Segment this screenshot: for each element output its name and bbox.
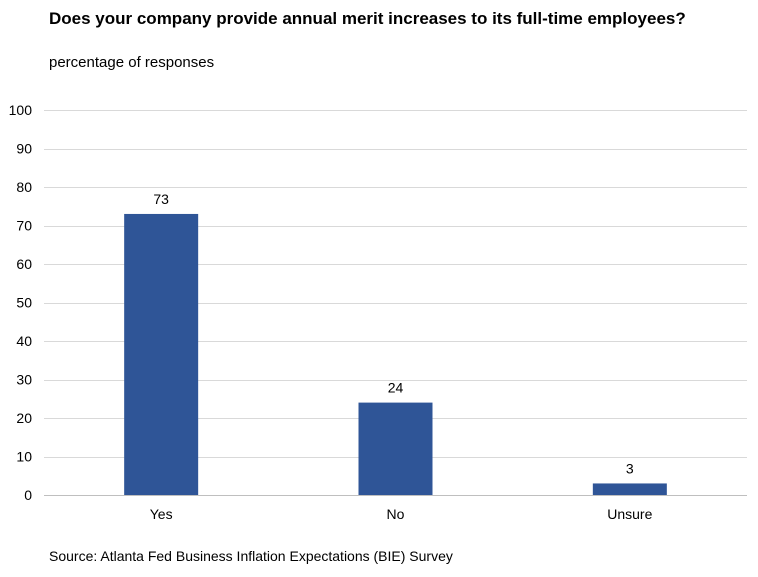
y-axis: 0 10 20 30 40 50 60 70 80 90 100	[9, 102, 33, 503]
data-label: 73	[153, 191, 169, 207]
x-tick-label: Yes	[150, 506, 173, 522]
x-axis: Yes No Unsure	[150, 506, 653, 522]
y-tick-label: 70	[16, 218, 32, 234]
chart-subtitle: percentage of responses	[49, 54, 215, 71]
y-tick-label: 20	[16, 410, 32, 426]
chart-title: Does your company provide annual merit i…	[49, 9, 686, 28]
bar-yes	[124, 213, 199, 495]
x-tick-label: No	[387, 506, 405, 522]
y-tick-label: 80	[16, 179, 32, 195]
y-tick-label: 40	[16, 333, 32, 349]
bar-no	[358, 402, 433, 495]
data-labels: 73 24 3	[153, 191, 634, 477]
y-tick-label: 90	[16, 141, 32, 157]
chart-source: Source: Atlanta Fed Business Inflation E…	[49, 548, 453, 564]
bars	[124, 213, 667, 495]
bar-unsure	[592, 483, 667, 495]
y-tick-label: 30	[16, 372, 32, 388]
y-tick-label: 60	[16, 256, 32, 272]
y-tick-label: 10	[16, 449, 32, 465]
data-label: 24	[388, 380, 404, 396]
y-tick-label: 50	[16, 295, 32, 311]
y-tick-label: 0	[24, 487, 32, 503]
x-tick-label: Unsure	[607, 506, 652, 522]
y-tick-label: 100	[9, 102, 33, 118]
data-label: 3	[626, 460, 634, 476]
